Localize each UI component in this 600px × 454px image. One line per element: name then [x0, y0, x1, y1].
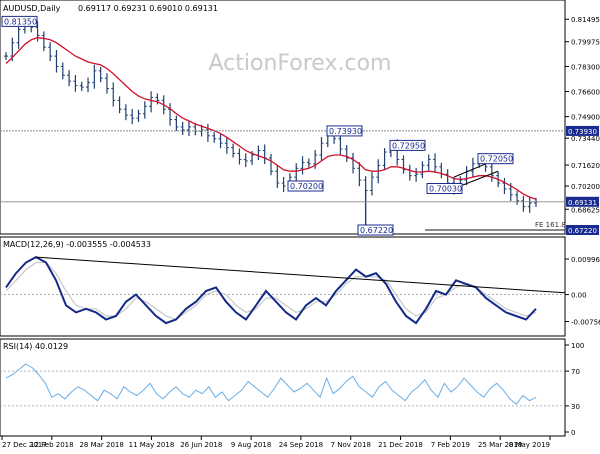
annotation-070030-box	[426, 183, 463, 195]
rsi-axis-label: 0	[571, 429, 575, 437]
price-axis-label: 0.71620	[571, 162, 600, 170]
annotation-081350-box	[1, 15, 38, 27]
watermark: ActionForex.com	[209, 51, 392, 76]
price-tag-2-bg	[566, 225, 599, 235]
x-axis-label: 11 May 2018	[129, 441, 175, 449]
x-axis-label: 26 Jun 2018	[180, 441, 222, 449]
x-axis-label: 27 Dec 2017	[2, 441, 47, 449]
price-axis-label: 0.78300	[571, 63, 600, 71]
price-axis-label: 0.74900	[571, 114, 600, 122]
x-axis-label: 21 Dec 2018	[378, 441, 423, 449]
rsi-axis-label: 100	[571, 342, 584, 350]
price-tag-2: 0.67220	[568, 227, 597, 235]
annotation-073930: 0.73930	[329, 127, 362, 136]
rsi-panel: RSI(14) 40.0129	[0, 338, 566, 437]
annotation-072050-box	[477, 153, 514, 165]
price-tag-1: 0.69131	[568, 199, 597, 207]
macd-line	[5, 255, 537, 325]
annotation-067220-box	[357, 224, 394, 236]
macd-axis-label: -0.00756	[571, 319, 600, 327]
macd-trendline	[35, 256, 566, 294]
price-axis-label: 0.79975	[571, 39, 600, 47]
x-axis-label: 25 Mar 2019	[478, 441, 522, 449]
x-axis-label: 7 Feb 2019	[431, 441, 470, 449]
rsi-line	[5, 363, 537, 405]
rsi-series-group	[0, 363, 565, 407]
price-series-group: 0.81350 0.73930 0.72950 0.72050 0.70200 0.700…	[0, 15, 566, 236]
price-axis-label: 0.68625	[571, 206, 600, 214]
annotation-070200-box	[287, 180, 324, 192]
price-axis-label: 0.70200	[571, 183, 600, 191]
annotation-072950: 0.72950	[392, 141, 425, 150]
annotation-072050: 0.72050	[480, 155, 513, 164]
macd-panel: MACD(12,26,9) -0.003555 -0.004533	[0, 236, 566, 337]
x-axis-label: 9 Aug 2018	[231, 441, 271, 449]
x-axis-label: 28 Mar 2018	[79, 441, 123, 449]
x-axis-label: 24 Sep 2018	[279, 441, 323, 449]
annotation-081350: 0.81350	[4, 17, 37, 26]
price-tag-1-bg	[566, 196, 599, 207]
annotation-070030: 0.70030	[429, 185, 462, 194]
macd-series-group	[0, 255, 566, 325]
x-axis-label: 12 Feb 2018	[30, 441, 74, 449]
rsi-panel-frame	[0, 338, 566, 437]
price-axis-label: 0.81495	[571, 16, 600, 24]
annotation-073930-box	[326, 125, 363, 137]
macd-panel-frame	[0, 236, 566, 337]
price-axis-label: 0.73440	[571, 135, 600, 143]
price-panel-frame	[0, 0, 566, 235]
macd-axis-label: 0.009964	[571, 256, 600, 264]
axes-group: 0.81495 0.79975 0.78300 0.76600 0.74900 0.734…	[1, 16, 600, 449]
rsi-label: RSI(14) 40.0129	[3, 342, 68, 351]
annotation-072950-box	[389, 139, 426, 151]
macd-axis-label: 0.00	[571, 292, 587, 300]
annotation-fe1618: FE 161.8	[535, 221, 566, 229]
price-tag-0: 0.73930	[568, 128, 597, 136]
ema-line	[5, 36, 537, 200]
ohlc-readout: 0.69117 0.69231 0.69010 0.69131	[78, 4, 218, 13]
price-tag-0-bg	[566, 125, 599, 136]
rsi-axis-label: 30	[571, 403, 580, 411]
annotation-067220: 0.67220	[360, 226, 393, 235]
x-axis-label: 8 May 2019	[509, 441, 550, 449]
price-axis-label: 0.76600	[571, 89, 600, 97]
rsi-axis-label: 70	[571, 368, 580, 376]
macd-label: MACD(12,26,9) -0.003555 -0.004533	[3, 240, 151, 249]
symbol-label: AUDUSD,Daily	[3, 4, 61, 13]
price-panel: ActionForex.com AUDUSD,Daily 0.69117 0.6…	[0, 0, 566, 236]
annotation-070200: 0.70200	[290, 182, 323, 191]
x-axis-label: 7 Nov 2018	[331, 441, 371, 449]
